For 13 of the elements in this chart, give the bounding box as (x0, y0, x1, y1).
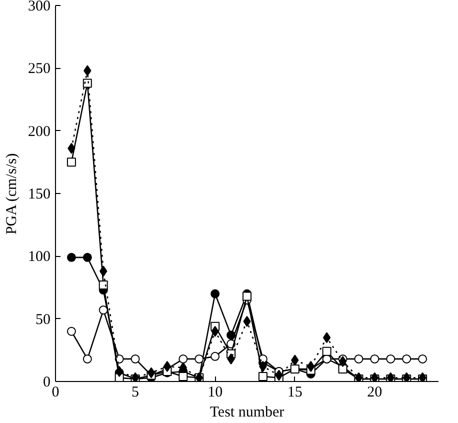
x-tick-label: 5 (132, 384, 140, 400)
y-tick-label: 50 (36, 312, 50, 328)
y-tick-label: 200 (28, 124, 50, 140)
y-tick-label: 300 (28, 0, 50, 14)
x-tick-label: 10 (208, 384, 223, 400)
y-tick-label: 250 (28, 61, 50, 78)
y-tick-label: 0 (43, 374, 50, 390)
x-tick-label: 15 (287, 384, 302, 400)
y-axis-title: PGA (cm/s/s) (4, 153, 20, 235)
y-tick-label: 100 (28, 249, 50, 266)
x-tick-label: 20 (367, 384, 382, 400)
x-axis-title: Test number (210, 404, 284, 420)
y-tick-label: 150 (28, 186, 50, 202)
